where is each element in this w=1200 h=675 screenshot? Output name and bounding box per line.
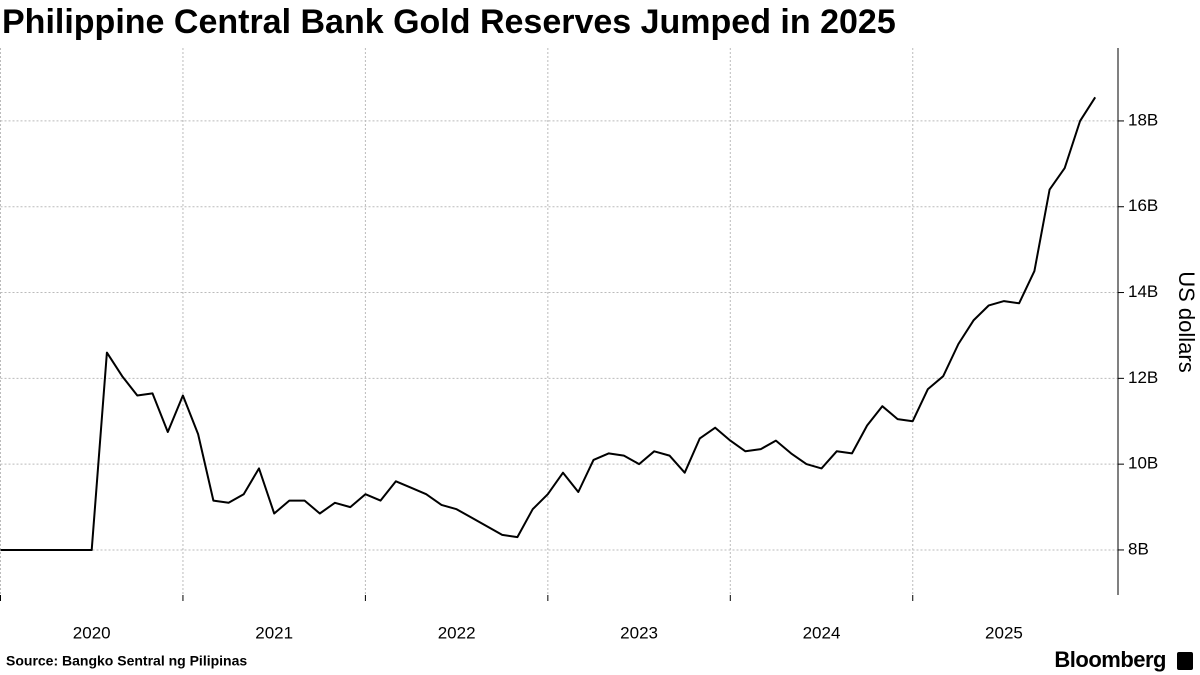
y-tick-label: 8B	[1128, 539, 1149, 558]
x-tick-label: 2020	[73, 623, 111, 642]
y-axis-label: US dollars	[1174, 271, 1199, 372]
data-line	[0, 96, 1097, 551]
x-tick-label: 2021	[255, 623, 293, 642]
y-tick-label: 14B	[1128, 282, 1158, 301]
y-tick-label: 12B	[1128, 368, 1158, 387]
y-tick-label: 16B	[1128, 196, 1158, 215]
y-tick-label: 18B	[1128, 110, 1158, 129]
x-tick-label: 2025	[985, 623, 1023, 642]
y-tick-label: 10B	[1128, 454, 1158, 473]
x-tick-label: 2023	[620, 623, 658, 642]
brand: Bloomberg	[1054, 647, 1166, 672]
chart-title: Philippine Central Bank Gold Reserves Ju…	[2, 3, 896, 41]
source: Source: Bangko Sentral ng Pilipinas	[6, 653, 247, 669]
brand-icon	[1177, 652, 1193, 670]
x-tick-label: 2022	[438, 623, 476, 642]
x-tick-label: 2024	[803, 623, 841, 642]
